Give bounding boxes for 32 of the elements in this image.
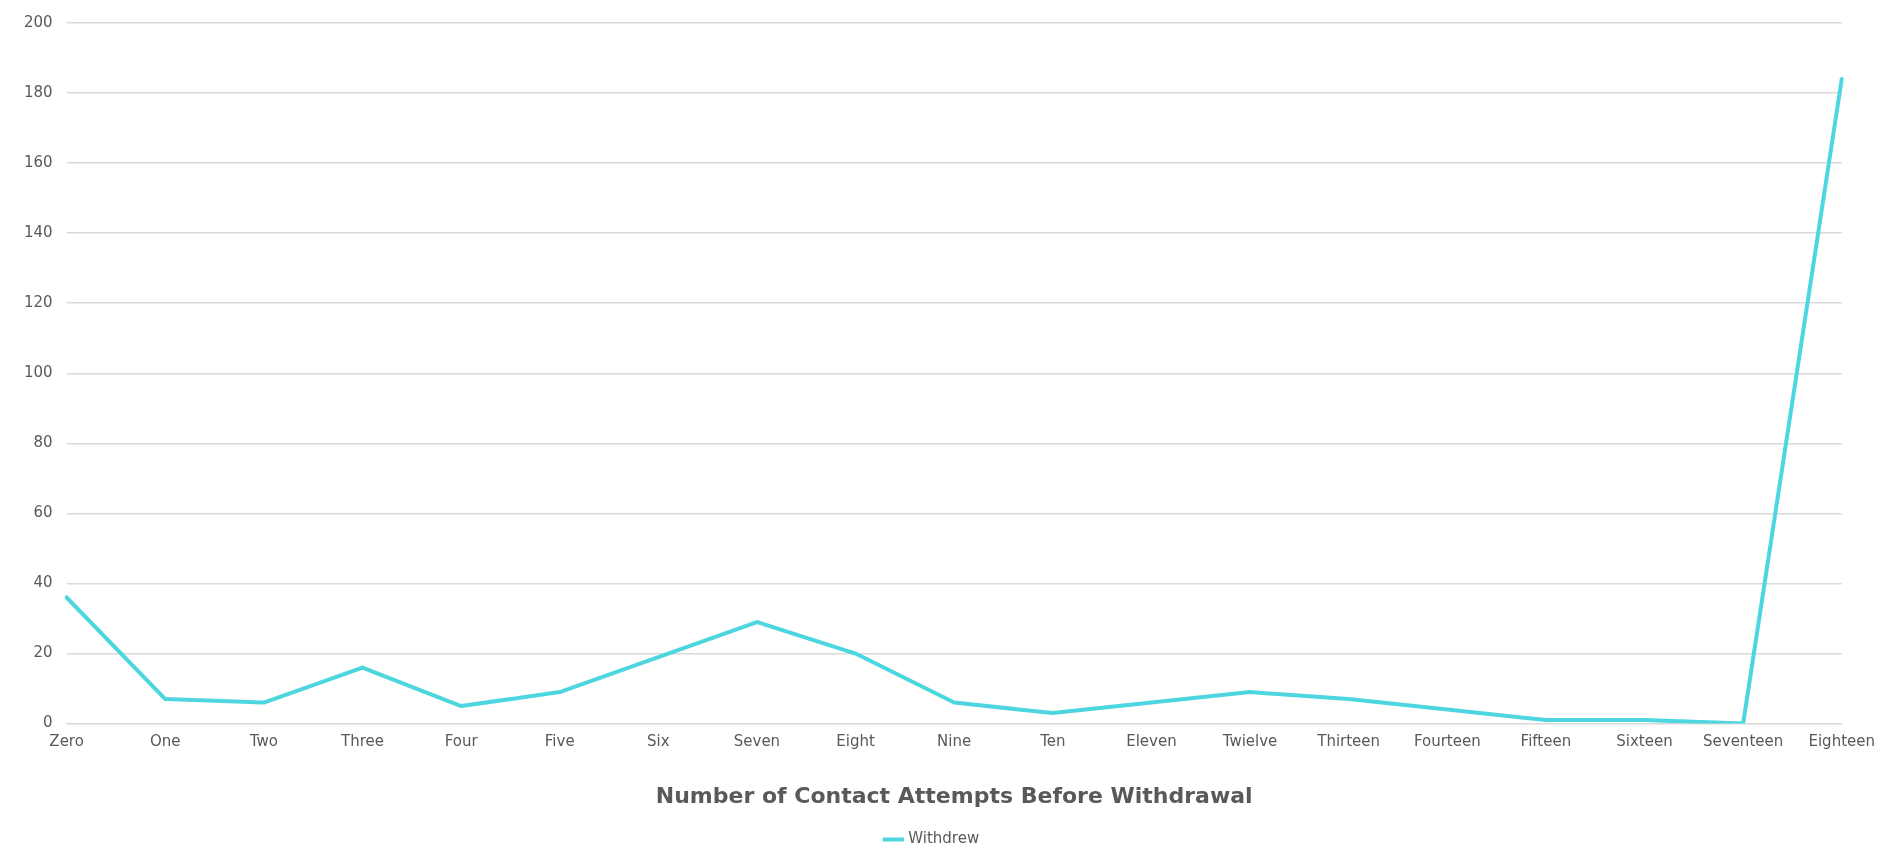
x-tick-label: Twielve: [1221, 732, 1278, 751]
x-tick-label: Eleven: [1126, 732, 1177, 751]
y-tick-label: 100: [23, 363, 53, 382]
y-tick-label: 120: [23, 293, 53, 312]
x-tick-label: Nine: [937, 732, 972, 751]
y-tick-label: 200: [23, 12, 53, 31]
y-tick-label: 80: [33, 433, 53, 452]
x-tick-label: Fourteen: [1413, 732, 1481, 751]
x-tick-label: Six: [647, 732, 670, 751]
legend-label: Withdrew: [908, 829, 980, 848]
x-tick-label: Two: [248, 732, 278, 751]
y-tick-label: 180: [23, 82, 53, 101]
x-tick-label: Seven: [733, 732, 781, 751]
x-tick-label: Eighteen: [1808, 732, 1876, 751]
x-tick-label: Seventeen: [1703, 732, 1784, 751]
x-tick-label: Five: [544, 732, 575, 751]
x-tick-label: One: [149, 732, 181, 751]
x-tick-label: Three: [340, 732, 384, 751]
y-tick-label: 0: [43, 713, 53, 732]
y-tick-label: 20: [33, 643, 53, 662]
x-tick-label: Fifteen: [1520, 732, 1572, 751]
x-tick-label: Ten: [1039, 732, 1066, 751]
y-tick-label: 60: [33, 503, 53, 522]
y-tick-label: 140: [23, 223, 53, 242]
x-tick-label: Sixteen: [1616, 732, 1673, 751]
x-tick-label: Four: [444, 732, 479, 751]
y-tick-label: 160: [23, 153, 53, 172]
x-tick-label: Thirteen: [1316, 732, 1381, 751]
x-tick-label: Eight: [836, 732, 875, 751]
x-axis-title: Number of Contact Attempts Before Withdrawal: [655, 782, 1253, 808]
y-tick-label: 40: [33, 573, 53, 592]
x-tick-label: Zero: [49, 732, 84, 751]
